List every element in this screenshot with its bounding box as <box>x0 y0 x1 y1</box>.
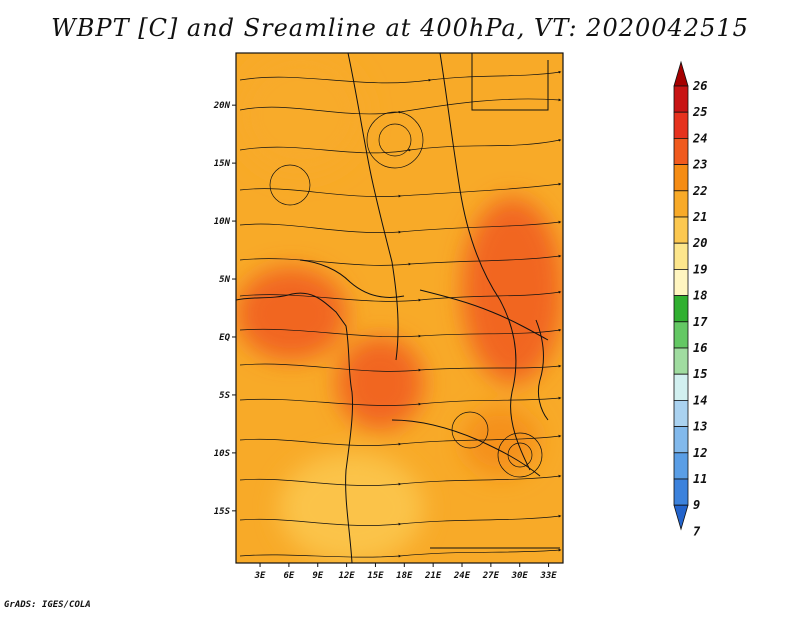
colorbar-swatch <box>673 111 689 139</box>
colorbar-label: 13 <box>693 420 707 434</box>
streamline <box>239 514 562 526</box>
colorbar: 26 25 24 23 22 21 20 19 18 17 16 15 14 13 12 11 9 7 <box>673 60 708 538</box>
colorbar-swatch <box>673 321 689 349</box>
x-axis: 3E 6E 9E 12E 15E 18E 21E 24E 27E 30E 33E <box>254 563 557 581</box>
streamline-vortex <box>507 442 533 468</box>
colorbar-label: 19 <box>693 262 707 276</box>
streamline <box>239 138 562 154</box>
streamline-vortex <box>378 123 412 157</box>
x-tick-label: 15E <box>367 571 384 581</box>
colorbar-swatch <box>673 373 689 401</box>
streamline <box>239 254 562 266</box>
field-region-nw-highs <box>236 53 366 175</box>
map-area <box>236 53 563 563</box>
coast-line <box>535 319 549 421</box>
field-region-central-congo <box>336 336 424 430</box>
y-tick-label: EQ <box>219 333 230 343</box>
colorbar-top-arrow <box>673 60 689 87</box>
coast-line <box>236 292 354 563</box>
y-tick-label: 10N <box>214 217 231 227</box>
colorbar-label: 17 <box>693 315 708 329</box>
x-tick-label: 6E <box>283 571 294 581</box>
y-tick-label: 20N <box>213 101 231 111</box>
y-tick-label: 15N <box>214 159 231 169</box>
colorbar-swatch <box>673 478 689 506</box>
y-tick-label: 5N <box>219 275 230 285</box>
streamline-vortex <box>451 411 489 449</box>
streamline <box>239 70 562 84</box>
colorbar-label: 24 <box>692 131 707 145</box>
colorbar-swatch <box>673 137 689 165</box>
y-tick-label: 10S <box>214 449 231 459</box>
colorbar-label: 20 <box>692 236 707 250</box>
colorbar-swatch <box>673 216 689 244</box>
x-tick-label: 27E <box>482 571 500 581</box>
grads-credit: GrADS: IGES/COLA <box>4 600 91 610</box>
colorbar-label: 18 <box>693 289 707 303</box>
colorbar-label: 15 <box>693 367 707 381</box>
colorbar-swatch <box>673 295 689 323</box>
colorbar-label: 12 <box>693 446 707 460</box>
x-tick-label: 21E <box>424 571 442 581</box>
x-tick-label: 33E <box>539 571 557 581</box>
streamlines <box>239 70 562 558</box>
x-tick-label: 24E <box>453 571 471 581</box>
streamline <box>239 220 562 234</box>
colorbar-label: 16 <box>693 341 707 355</box>
colorbar-swatch <box>673 399 689 427</box>
x-tick-label: 3E <box>254 571 266 581</box>
streamline <box>239 548 562 558</box>
colorbar-label: 26 <box>692 79 707 93</box>
chart-title: WBPT [C] and Sreamline at 400hPa, VT: 20… <box>51 14 749 42</box>
streamline <box>239 290 562 302</box>
y-axis: 20N 15N 10N 5N EQ 5S 10S 15S <box>213 101 236 517</box>
colorbar-label: 22 <box>692 184 707 198</box>
coast-line <box>347 53 399 361</box>
x-tick-label: 18E <box>396 571 413 581</box>
x-tick-label: 30E <box>511 571 529 581</box>
y-tick-label: 15S <box>214 507 231 517</box>
colorbar-swatch <box>673 164 689 192</box>
colorbar-swatch <box>673 347 689 375</box>
x-tick-label: 12E <box>338 571 355 581</box>
streamline <box>239 98 562 115</box>
streamline-vortex <box>366 111 424 169</box>
colorbar-label: 14 <box>693 393 707 407</box>
colorbar-label: 23 <box>692 158 707 172</box>
map-frame <box>235 52 564 564</box>
colorbar-swatch <box>673 242 689 270</box>
colorbar-swatch <box>673 85 689 113</box>
streamline <box>239 474 562 486</box>
field-region-south-plateau <box>279 452 424 563</box>
coast-line <box>299 259 405 298</box>
streamline <box>239 396 562 406</box>
colorbar-label: 25 <box>692 105 707 119</box>
colorbar-swatch <box>673 426 689 454</box>
x-tick-label: 9E <box>312 571 323 581</box>
colorbar-swatch <box>673 190 689 218</box>
colorbar-bottom-arrow <box>673 504 689 531</box>
streamline-vortex <box>269 164 311 206</box>
streamline <box>239 363 562 372</box>
colorbar-swatch <box>673 268 689 296</box>
colorbar-label: 9 <box>693 498 700 512</box>
streamline-vortex <box>497 432 543 478</box>
colorbar-label: 7 <box>693 524 701 538</box>
colorbar-swatch <box>673 452 689 480</box>
streamline <box>239 182 562 198</box>
field-region-west-band <box>236 267 347 361</box>
streamline <box>239 328 562 338</box>
y-tick-label: 5S <box>219 391 230 401</box>
streamline <box>239 434 562 446</box>
colorbar-label: 11 <box>693 472 707 486</box>
colorbar-label: 21 <box>692 210 707 224</box>
